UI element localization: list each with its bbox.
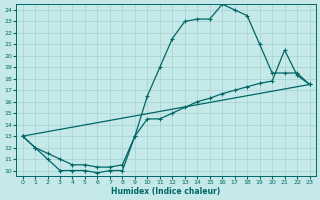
X-axis label: Humidex (Indice chaleur): Humidex (Indice chaleur) [111,187,221,196]
